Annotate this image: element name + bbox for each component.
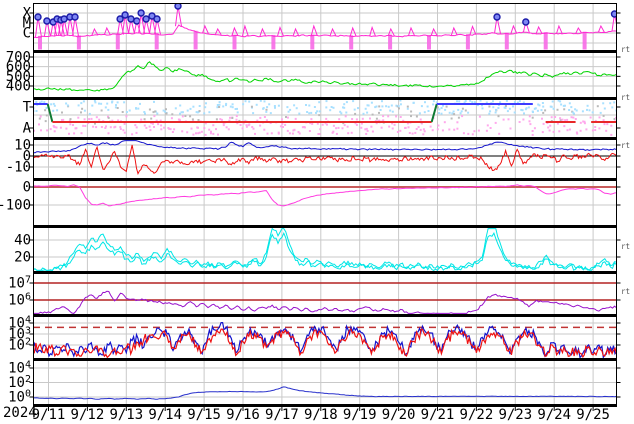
x-tick-label: 9/19 (343, 407, 377, 423)
x-tick-label: 9/15 (187, 407, 221, 423)
axis-label: 104 (8, 315, 31, 332)
x-tick-label: 9/13 (109, 407, 143, 423)
axis-label: 104 (8, 360, 31, 377)
rt-annotation: rt (621, 93, 630, 102)
axis-label: 106 (8, 292, 31, 309)
x-tick-label: 9/24 (537, 407, 571, 423)
x-tick-label: 9/18 (304, 407, 338, 423)
axis-label: 500 (6, 69, 31, 85)
panel-dst: 0 -100 (0, 180, 621, 225)
axis-label: 102 (8, 337, 31, 354)
panel-imf-polarity: TA (23, 100, 621, 137)
axis-label: 400 (6, 79, 31, 95)
flare-marker (610, 10, 617, 18)
chart-frame: 9/11 9/12 9/13 9/14 9/15 9/16 9/17 9/18 9/19 9/20… (32, 3, 630, 423)
axis-label: 100 (8, 389, 31, 406)
axis-label: 10 (14, 138, 31, 154)
x-tick-label: 9/16 (226, 407, 260, 423)
axis-label: 40 (14, 233, 31, 249)
x-tick-label: 9/17 (265, 407, 299, 423)
x-tick-label: 9/25 (576, 407, 610, 423)
axis-label: 103 (8, 326, 31, 343)
flare-marker (34, 13, 42, 21)
x-tick-label: 9/14 (148, 407, 182, 423)
rt-annotation: rt (621, 141, 630, 150)
panel-xray: XMC (23, 3, 621, 50)
x-tick-label: 9/11 (32, 407, 66, 423)
flare-marker (60, 15, 68, 23)
axis-label: M (23, 16, 31, 32)
flare-marker (174, 3, 182, 10)
axis-label: 102 (8, 374, 31, 391)
axis-label: -10 (6, 160, 31, 176)
flare-marker (493, 13, 501, 21)
rt-annotation: rt (621, 287, 630, 296)
axis-label: T (23, 100, 32, 116)
flare-marker (121, 11, 129, 19)
axis-label: -100 (0, 198, 31, 214)
axis-label: 107 (8, 275, 31, 292)
panel-imf-b: 100-10 (6, 138, 621, 178)
axis-label: 20 (14, 250, 31, 266)
axis-label: C (23, 26, 31, 42)
axis-label: 700 (6, 50, 31, 66)
x-tick-label: 9/21 (421, 407, 455, 423)
x-tick-label: 9/23 (498, 407, 532, 423)
axis-label: 600 (6, 59, 31, 75)
axis-label: A (23, 121, 32, 137)
axis-label: X (23, 6, 32, 22)
x-tick-label: 9/22 (460, 407, 494, 423)
x-tick-label: 9/20 (382, 407, 416, 423)
year-label: 2024 (3, 405, 37, 421)
rt-annotation: rt (621, 45, 630, 54)
rt-annotation: rt (621, 242, 630, 251)
flare-marker (43, 17, 51, 25)
flare-marker (127, 15, 135, 23)
flare-marker (116, 15, 124, 23)
flare-marker (137, 9, 145, 17)
flare-marker (153, 15, 161, 23)
x-tick-label: 9/12 (71, 407, 105, 423)
flare-marker (133, 17, 141, 25)
flare-marker (71, 13, 79, 21)
axis-label: 0 (23, 149, 31, 165)
flare-marker (142, 15, 150, 23)
flare-marker (522, 18, 530, 26)
axis-label: 0 (23, 180, 31, 196)
